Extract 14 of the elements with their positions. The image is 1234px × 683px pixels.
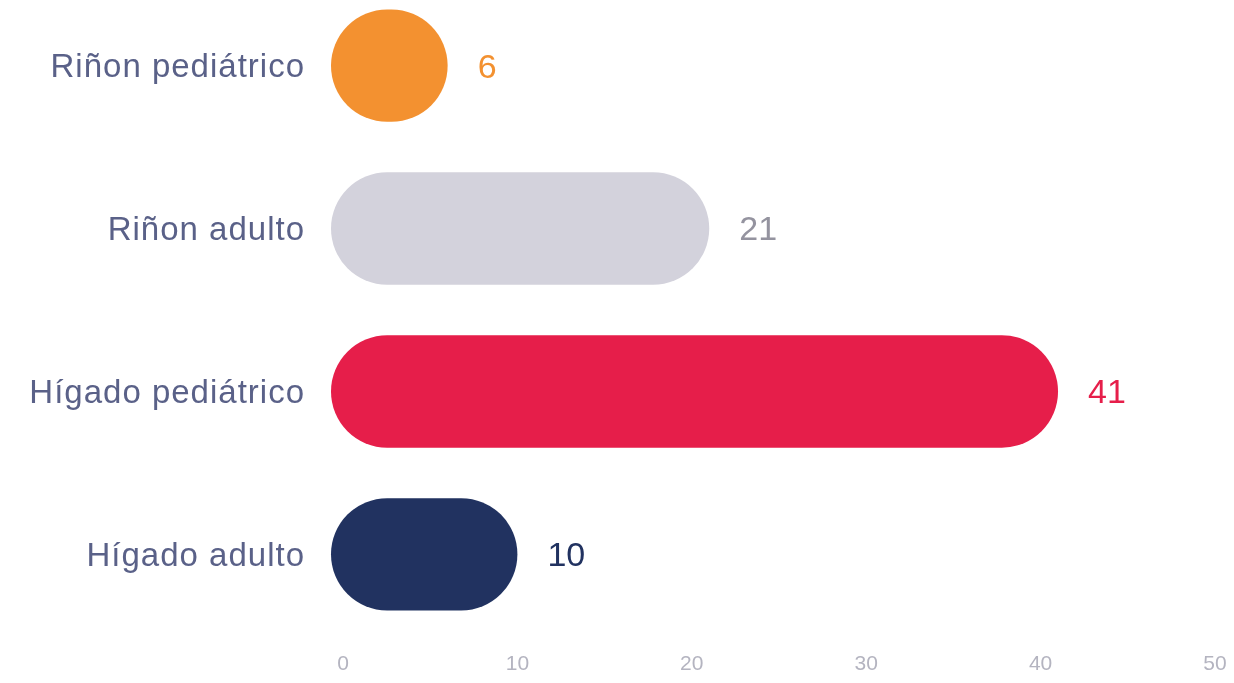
x-tick-label: 40: [1028, 651, 1053, 674]
data-label: 10: [547, 535, 586, 574]
x-tick-label: 10: [505, 651, 530, 674]
x-tick-label: 30: [854, 651, 878, 674]
y-tick-label: Riñon adulto: [107, 210, 305, 248]
data-label: 6: [477, 46, 497, 85]
x-tick-label: 20: [680, 651, 704, 674]
data-label: 21: [739, 209, 778, 248]
x-tick-label: 50: [1203, 651, 1227, 674]
data-label: 41: [1088, 372, 1126, 411]
x-tick-label: 0: [337, 651, 349, 674]
y-tick-label: Riñon pediátrico: [50, 47, 305, 85]
y-tick-label: Hígado adulto: [86, 535, 305, 573]
y-tick-label: Hígado pediátrico: [29, 373, 305, 410]
